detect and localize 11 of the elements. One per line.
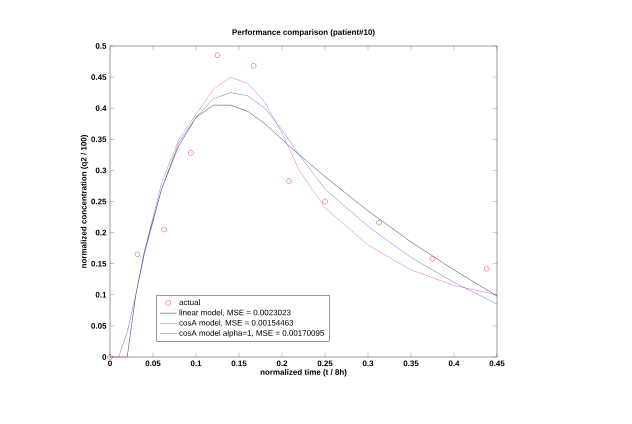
point [134, 252, 140, 258]
point [376, 220, 382, 226]
point [430, 256, 436, 262]
point [250, 63, 256, 69]
point [484, 266, 490, 272]
point [214, 52, 220, 58]
point [286, 178, 292, 184]
point [107, 354, 113, 360]
point [188, 150, 194, 156]
point [161, 226, 167, 232]
point [322, 198, 328, 204]
